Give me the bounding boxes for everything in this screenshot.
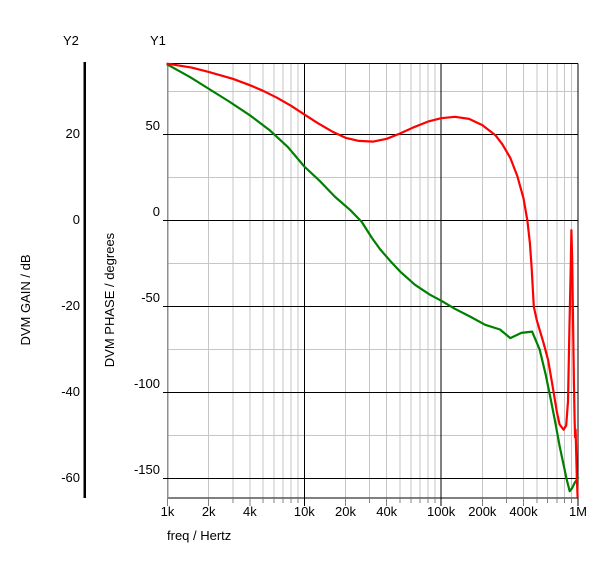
gain-tick-label: -40 bbox=[61, 383, 80, 399]
phase-tick-label: -150 bbox=[133, 461, 160, 477]
gain-tick-label: -60 bbox=[61, 469, 80, 485]
y2-axis-header: Y2 bbox=[63, 33, 79, 48]
gain-tick-label: 20 bbox=[65, 125, 80, 141]
x-tick-label: 20k bbox=[335, 504, 356, 519]
y1-axis-header: Y1 bbox=[150, 33, 166, 48]
gain-tick-label: -20 bbox=[61, 297, 80, 313]
x-tick-label: 400k bbox=[509, 504, 538, 519]
x-tick-label: 10k bbox=[293, 504, 315, 519]
phase-curve bbox=[166, 62, 579, 498]
x-tick-label: 4k bbox=[243, 504, 257, 519]
x-tick-label: 200k bbox=[468, 504, 497, 519]
x-tick-label: 1M bbox=[568, 504, 588, 519]
phase-tick-label: -50 bbox=[141, 289, 160, 305]
x-tick-label: 40k bbox=[376, 504, 398, 519]
gain-tick-label: 0 bbox=[72, 211, 80, 227]
phase-tick-label: -100 bbox=[133, 375, 160, 391]
x-tick-label: 1k bbox=[160, 504, 175, 519]
gain-curve bbox=[166, 63, 580, 493]
x-axis-title: freq / Hertz bbox=[167, 528, 232, 543]
phase-tick-label: 0 bbox=[152, 203, 160, 219]
x-tick-label: 2k bbox=[201, 504, 216, 519]
phase-tick-label: 50 bbox=[145, 117, 160, 133]
x-tick-label: 100k bbox=[427, 504, 456, 519]
